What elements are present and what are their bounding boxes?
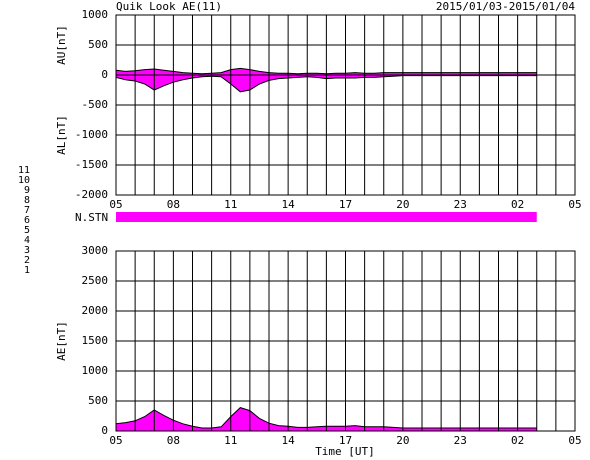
y-tick-label: 1000 xyxy=(82,8,109,21)
station-legend-label: 10 xyxy=(18,175,30,186)
x-tick-label: 20 xyxy=(396,434,409,447)
chart-title: Quik Look AE(11) xyxy=(116,0,222,13)
station-legend-label: 5 xyxy=(24,225,30,236)
series-line xyxy=(115,75,537,93)
y-tick-label: 0 xyxy=(101,424,108,437)
y-tick-label: 1500 xyxy=(82,334,109,347)
y-tick-label: 2500 xyxy=(82,274,109,287)
plot-frame xyxy=(115,250,576,432)
series-line xyxy=(115,67,537,75)
x-tick-label: 05 xyxy=(568,434,581,447)
station-legend-label: 3 xyxy=(24,245,30,256)
y-tick-label: 1000 xyxy=(82,364,109,377)
x-tick-label: 14 xyxy=(282,198,296,211)
x-tick-label: 05 xyxy=(109,198,122,211)
station-legend-label: 7 xyxy=(24,205,30,216)
area-fill xyxy=(116,68,537,75)
x-tick-label: 17 xyxy=(339,198,352,211)
series-line xyxy=(115,407,537,429)
y-tick-label: 500 xyxy=(88,38,108,51)
station-legend-label: 9 xyxy=(24,185,30,196)
x-axis-label: Time [UT] xyxy=(315,445,375,458)
plot-frame xyxy=(115,14,576,196)
x-tick-label: 23 xyxy=(454,434,467,447)
x-tick-label: 20 xyxy=(396,198,409,211)
y-axis-label: AL[nT] xyxy=(55,115,68,155)
x-tick-label: 14 xyxy=(282,434,296,447)
y-tick-label: -1500 xyxy=(75,158,108,171)
x-tick-label: 11 xyxy=(224,434,237,447)
y-tick-label: -1000 xyxy=(75,128,108,141)
station-bar-label: N.STN xyxy=(75,211,108,224)
x-tick-label: 08 xyxy=(167,434,180,447)
station-legend-label: 1 xyxy=(24,265,30,276)
y-tick-label: 500 xyxy=(88,394,108,407)
x-tick-label: 05 xyxy=(109,434,122,447)
station-legend-label: 11 xyxy=(18,165,30,176)
station-bar xyxy=(116,212,537,222)
x-tick-label: 05 xyxy=(568,198,581,211)
station-legend-label: 2 xyxy=(24,255,30,266)
x-tick-label: 23 xyxy=(454,198,467,211)
y-tick-label: -500 xyxy=(82,98,109,111)
y-tick-label: 2000 xyxy=(82,304,109,317)
x-tick-label: 11 xyxy=(224,198,237,211)
y-tick-label: 3000 xyxy=(82,244,109,257)
x-tick-label: 02 xyxy=(511,434,524,447)
y-axis-label: AE[nT] xyxy=(55,321,68,361)
station-legend-label: 4 xyxy=(24,235,30,246)
x-tick-label: 08 xyxy=(167,198,180,211)
x-tick-label: 02 xyxy=(511,198,524,211)
station-legend-label: 8 xyxy=(24,195,30,206)
y-tick-label: 0 xyxy=(101,68,108,81)
y-tick-label: -2000 xyxy=(75,188,108,201)
station-legend-label: 6 xyxy=(24,215,30,226)
y-axis-label: AU[nT] xyxy=(55,25,68,65)
x-tick-label: 17 xyxy=(339,434,352,447)
date-range: 2015/01/03-2015/01/04 xyxy=(436,0,575,13)
